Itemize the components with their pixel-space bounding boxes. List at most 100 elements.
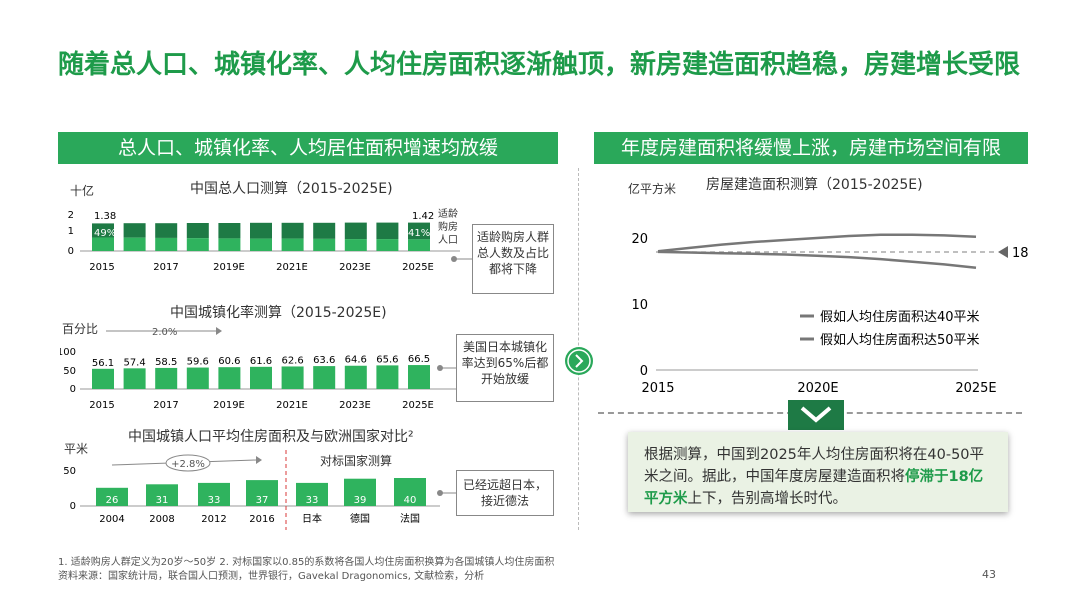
urbanization-xlabel: 2021E [276, 400, 308, 411]
urbanization-value-label: 60.6 [218, 356, 240, 367]
urbanization-xlabel: 2023E [339, 400, 371, 411]
population-last-pct: 41% [408, 228, 430, 239]
urbanization-bar [92, 368, 114, 389]
urbanization-value-label: 64.6 [345, 355, 367, 366]
construction-ytick: 20 [631, 232, 648, 247]
living-area-unit: 平米 [64, 442, 89, 456]
population-callout: 适龄购房人群总人数及占比都将下降 [472, 224, 554, 294]
construction-chart-title: 房屋建造面积测算（2015-2025E) [706, 177, 923, 193]
construction-xlabel: 2025E [955, 381, 996, 396]
population-xlabel: 2019E [213, 262, 245, 273]
benchmark-label: 对标国家测算 [320, 454, 393, 468]
urbanization-value-label: 61.6 [250, 356, 272, 367]
living-area-value-label: 37 [256, 495, 269, 506]
living-area-ytick: 50 [63, 466, 76, 477]
population-last-value: 1.42 [412, 211, 434, 222]
urbanization-bar [313, 366, 336, 389]
living-area-xlabel: 2012 [201, 514, 226, 525]
construction-xlabel: 2015 [641, 381, 674, 396]
population-bar-share [155, 237, 178, 251]
urbanization-value-label: 57.4 [123, 357, 145, 368]
urbanization-bar [218, 367, 241, 389]
population-bar-share [186, 238, 209, 251]
population-bar-share [281, 238, 304, 251]
population-bar-upper [92, 223, 114, 238]
urbanization-bar [155, 367, 178, 389]
urbanization-bar [376, 365, 399, 389]
population-chart-title: 中国总人口测算（2015-2025E) [190, 181, 393, 197]
summary-box: 根据测算，中国到2025年人均住房面积将在40-50平米之间。据此，中国年度房屋… [628, 432, 1008, 512]
population-ytick: 2 [68, 210, 74, 221]
population-bar-share [218, 238, 241, 251]
population-bar-upper [344, 222, 367, 240]
living-area-value-label: 31 [156, 495, 169, 506]
urbanization-value-label: 65.6 [376, 354, 398, 365]
construction-marker-label: 18 [1012, 246, 1029, 261]
living-area-bar [96, 487, 128, 506]
reference-marker [998, 246, 1008, 258]
living-area-value-label: 40 [404, 495, 417, 506]
population-bar-upper [376, 222, 399, 240]
population-first-value: 1.38 [94, 211, 116, 222]
population-bar-share [313, 238, 336, 251]
page-number: 43 [982, 568, 996, 581]
population-xlabel: 2025E [402, 262, 434, 273]
page-title: 随着总人口、城镇化率、人均住房面积逐渐触顶，新房建造面积趋稳，房建增长受限 [58, 50, 1021, 80]
urbanization-bar [123, 368, 146, 389]
urbanization-callout: 美国日本城镇化率达到65%后都开始放缓 [456, 334, 554, 402]
urbanization-ytick: 100 [60, 347, 76, 358]
urbanization-xlabel: 2025E [402, 400, 434, 411]
urbanization-xlabel: 2015 [89, 400, 114, 411]
urbanization-value-label: 63.6 [313, 355, 335, 366]
construction-series-line [657, 233, 977, 253]
summary-text: 根据测算，中国到2025年人均住房面积将在40-50平米之间。据此，中国年度房屋… [644, 447, 985, 485]
population-bar-upper [186, 223, 209, 239]
population-xlabel: 2021E [276, 262, 308, 273]
chevron-down-icon [788, 400, 844, 430]
living-area-xlabel: 2016 [249, 514, 274, 525]
living-area-ytick: 0 [70, 501, 76, 512]
living-area-bar [296, 482, 328, 506]
next-arrow-icon [565, 347, 593, 375]
population-xlabel: 2017 [153, 262, 178, 273]
population-ytick: 1 [68, 226, 74, 237]
footnote: 1. 适龄购房人群定义为20岁～50岁 2. 对标国家以0.85的系数将各国人均… [58, 556, 554, 584]
population-bar-share [250, 238, 272, 251]
living-area-xlabel: 法国 [400, 512, 420, 525]
living-area-value-label: 26 [106, 495, 119, 506]
urbanization-ytick: 50 [63, 366, 76, 377]
living-area-xlabel: 2008 [149, 514, 174, 525]
urbanization-chart: 100 50 0 56.1 57.4 58.5 59.6 60.6 61.6 62.6 63.… [60, 347, 460, 411]
living-area-connector [437, 490, 456, 496]
living-area-chart-title: 中国城镇人口平均住房面积及与欧洲国家对比² [128, 429, 414, 445]
population-bar-share [123, 237, 146, 251]
construction-ytick: 0 [640, 364, 648, 379]
urbanization-unit: 百分比 [62, 322, 99, 336]
urbanization-growth-arrow: 2.0% [106, 327, 222, 338]
population-bar-upper [408, 222, 430, 240]
urbanization-value-label: 59.6 [187, 357, 209, 368]
population-connector [451, 256, 472, 262]
footnote-sources: 资料来源：国家统计局，联合国人口预测，世界银行，Gavekal Dragonom… [58, 571, 485, 582]
left-section-banner: 总人口、城镇化率、人均居住面积增速均放缓 [58, 132, 558, 164]
urbanization-ytick: 0 [70, 384, 76, 395]
living-area-value-label: 33 [208, 495, 221, 506]
population-bar-share [344, 239, 367, 251]
urbanization-value-label: 62.6 [281, 355, 303, 366]
urbanization-growth-label: 2.0% [152, 327, 177, 338]
urbanization-value-label: 66.5 [408, 354, 430, 365]
urbanization-bar [408, 365, 430, 389]
living-area-bar [246, 480, 278, 506]
living-area-xlabel: 日本 [302, 512, 322, 525]
legend-series-40: 假如人均住房面积达40平米 [820, 309, 980, 325]
urbanization-value-label: 58.5 [155, 357, 177, 368]
population-chart: 2 1 0 1.38 49% 1.42 41% 2015 2017 2019E … [68, 210, 460, 273]
population-bar-upper [123, 223, 146, 238]
population-unit: 十亿 [70, 184, 95, 198]
urbanization-value-label: 56.1 [92, 358, 114, 369]
population-bar-upper [313, 222, 336, 239]
living-area-bar [146, 484, 178, 506]
population-bar-share [376, 239, 399, 251]
living-area-growth-label: +2.8% [171, 459, 205, 470]
urbanization-bar [250, 366, 272, 389]
